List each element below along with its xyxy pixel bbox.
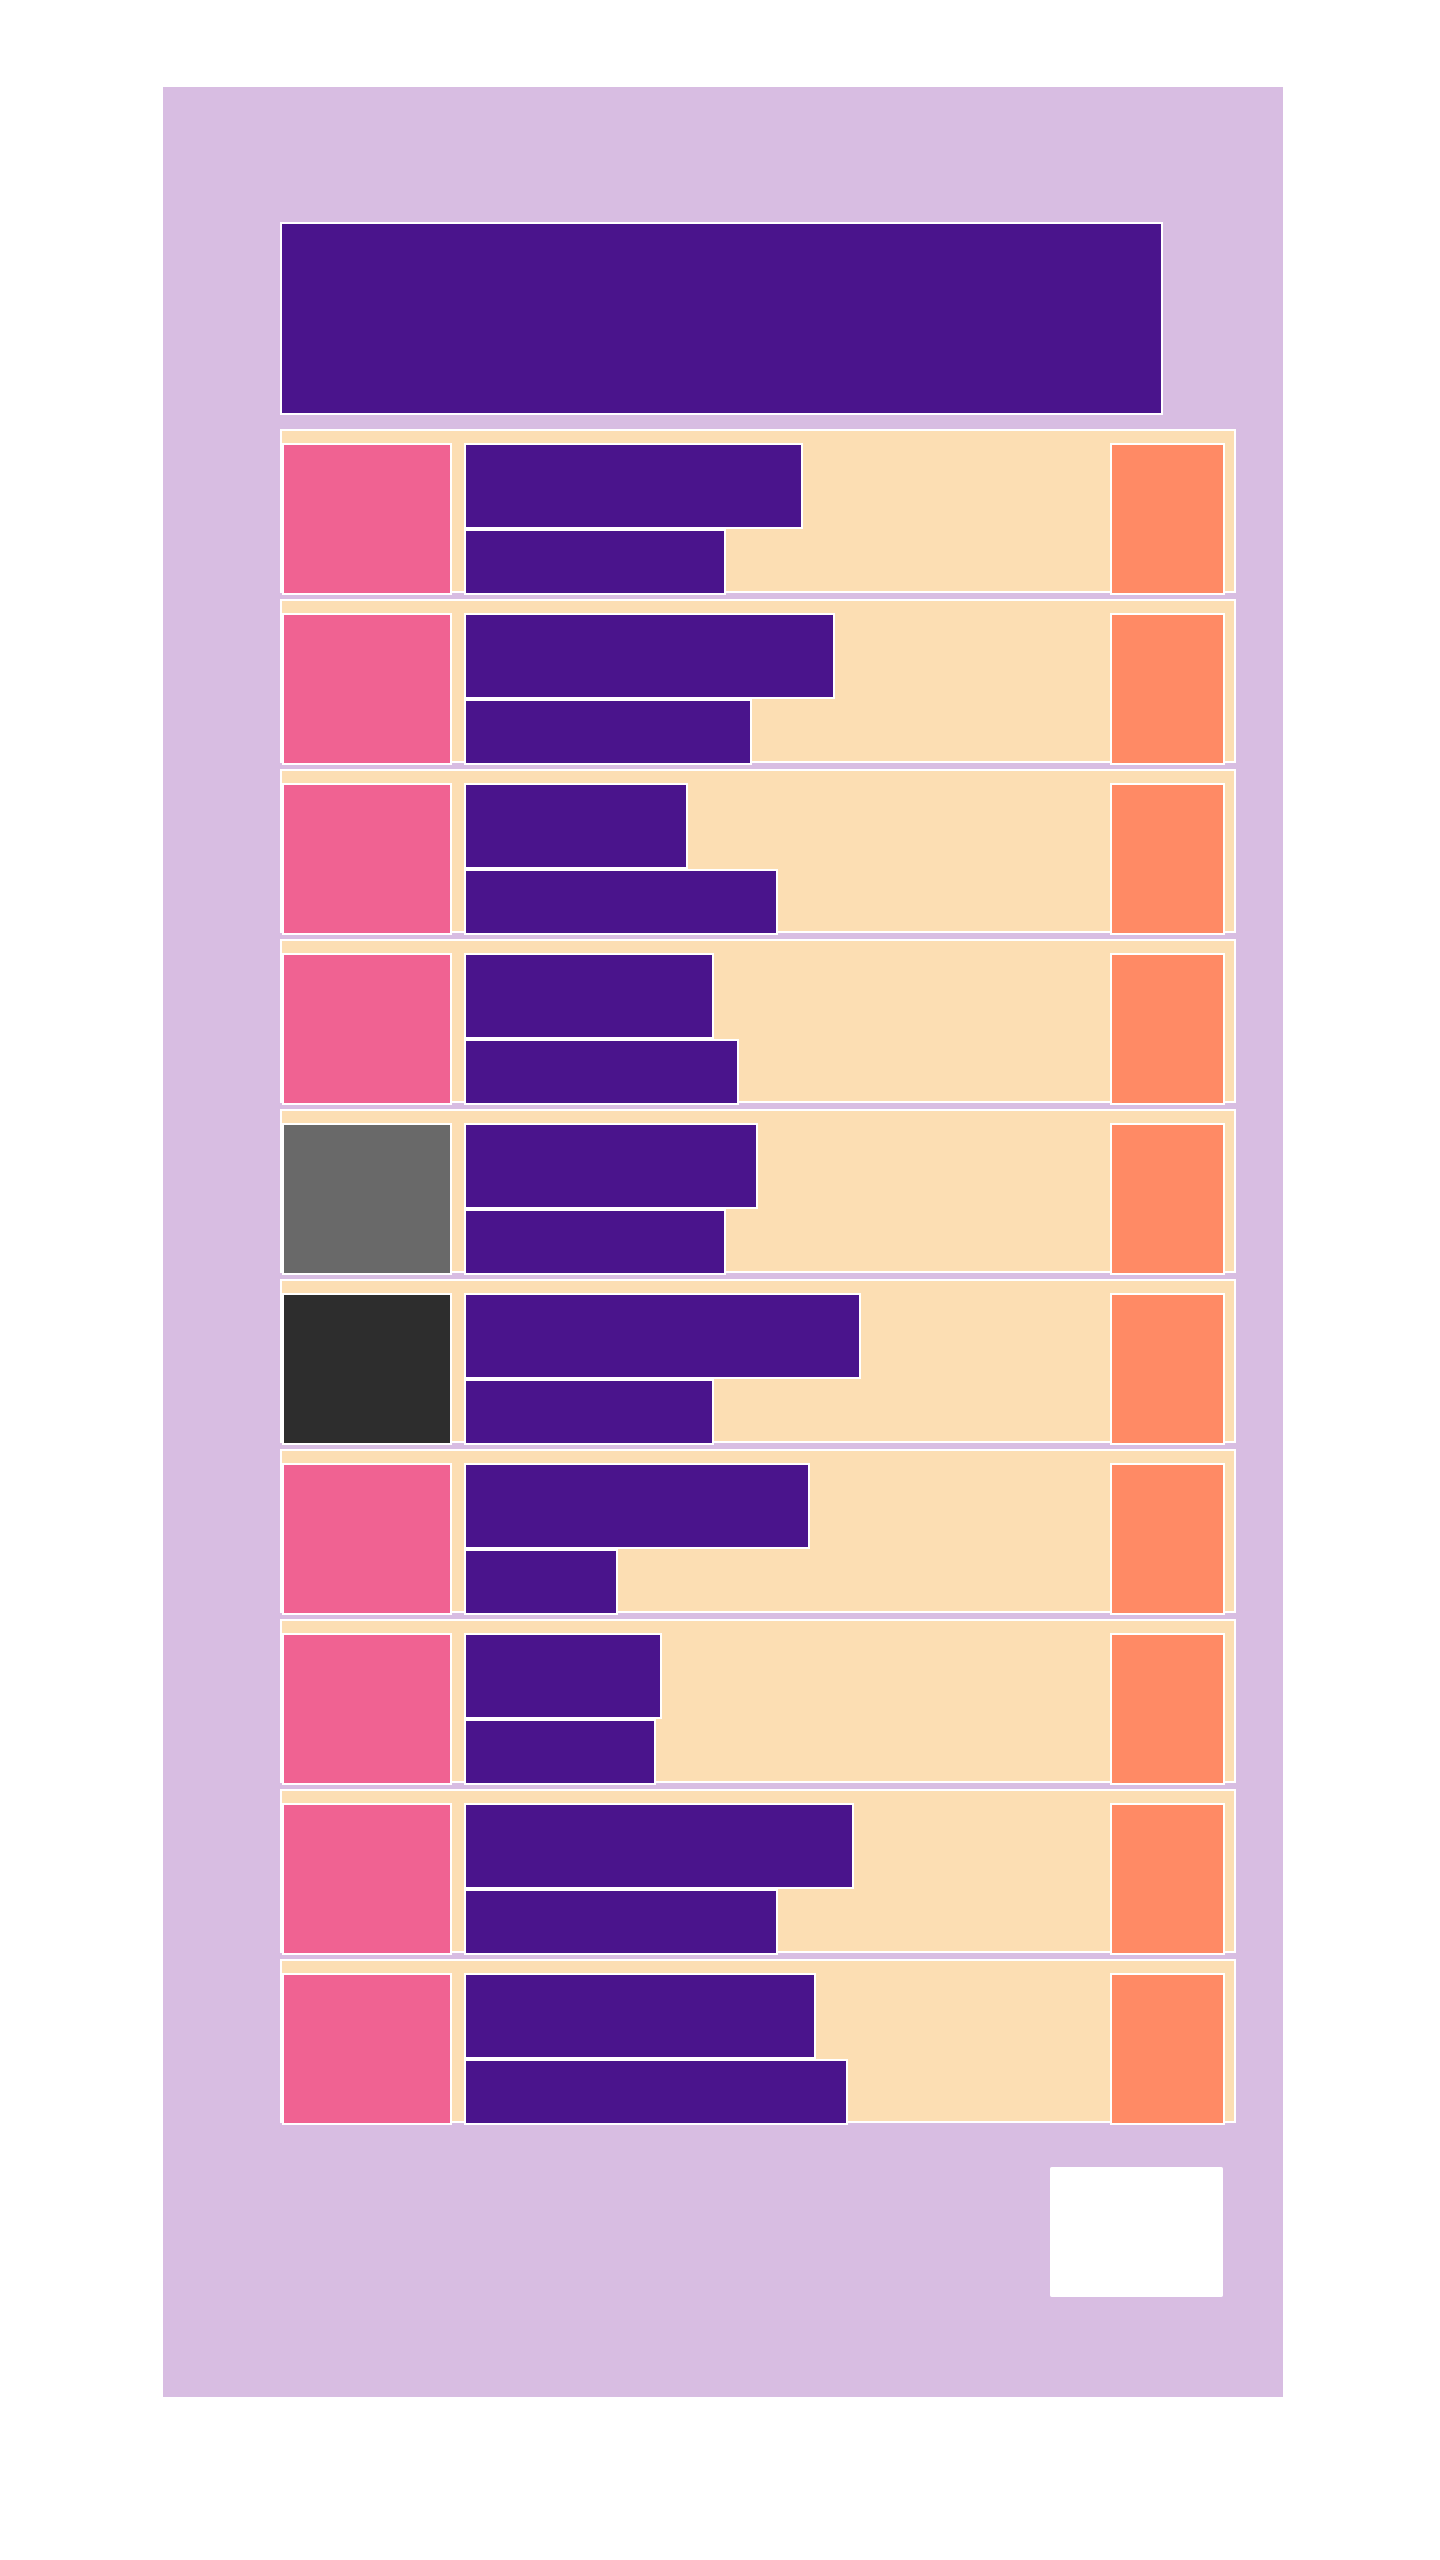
item-action-button[interactable] xyxy=(1110,1633,1225,1785)
list-item[interactable] xyxy=(280,1109,1236,1275)
item-title-placeholder xyxy=(464,953,714,1039)
list-item[interactable] xyxy=(280,1789,1236,1955)
item-thumbnail xyxy=(282,1973,452,2125)
item-subtitle-placeholder xyxy=(464,1719,656,1785)
item-title-placeholder xyxy=(464,1633,662,1719)
list-item[interactable] xyxy=(280,939,1236,1105)
item-action-button[interactable] xyxy=(1110,1463,1225,1615)
item-thumbnail xyxy=(282,443,452,595)
item-title-placeholder xyxy=(464,1803,854,1889)
item-action-button[interactable] xyxy=(1110,613,1225,765)
header-bar xyxy=(280,222,1163,415)
item-thumbnail xyxy=(282,1633,452,1785)
list-item[interactable] xyxy=(280,769,1236,935)
item-action-button[interactable] xyxy=(1110,1803,1225,1955)
item-thumbnail xyxy=(282,953,452,1105)
item-subtitle-placeholder xyxy=(464,1379,714,1445)
item-subtitle-placeholder xyxy=(464,1889,778,1955)
item-title-placeholder xyxy=(464,1973,816,2059)
item-action-button[interactable] xyxy=(1110,1123,1225,1275)
list-item[interactable] xyxy=(280,1959,1236,2125)
item-thumbnail xyxy=(282,1293,452,1445)
list-item[interactable] xyxy=(280,1279,1236,1445)
item-action-button[interactable] xyxy=(1110,783,1225,935)
list-item[interactable] xyxy=(280,1449,1236,1615)
list-item[interactable] xyxy=(280,599,1236,765)
item-title-placeholder xyxy=(464,1123,758,1209)
item-subtitle-placeholder xyxy=(464,869,778,935)
item-title-placeholder xyxy=(464,443,803,529)
item-title-placeholder xyxy=(464,783,688,869)
item-thumbnail xyxy=(282,1803,452,1955)
item-title-placeholder xyxy=(464,1463,810,1549)
main-panel xyxy=(163,87,1283,2397)
item-subtitle-placeholder xyxy=(464,1209,726,1275)
item-action-button[interactable] xyxy=(1110,1293,1225,1445)
item-subtitle-placeholder xyxy=(464,529,726,595)
item-subtitle-placeholder xyxy=(464,1549,618,1615)
item-list[interactable] xyxy=(280,429,1236,2147)
item-title-placeholder xyxy=(464,1293,861,1379)
item-title-placeholder xyxy=(464,613,835,699)
item-action-button[interactable] xyxy=(1110,953,1225,1105)
item-action-button[interactable] xyxy=(1110,443,1225,595)
item-thumbnail xyxy=(282,1123,452,1275)
item-thumbnail xyxy=(282,1463,452,1615)
list-item[interactable] xyxy=(280,429,1236,595)
list-item[interactable] xyxy=(280,1619,1236,1785)
item-subtitle-placeholder xyxy=(464,699,752,765)
item-thumbnail xyxy=(282,613,452,765)
item-action-button[interactable] xyxy=(1110,1973,1225,2125)
item-subtitle-placeholder xyxy=(464,1039,739,1105)
footer-button[interactable] xyxy=(1050,2167,1223,2297)
item-subtitle-placeholder xyxy=(464,2059,848,2125)
item-thumbnail xyxy=(282,783,452,935)
